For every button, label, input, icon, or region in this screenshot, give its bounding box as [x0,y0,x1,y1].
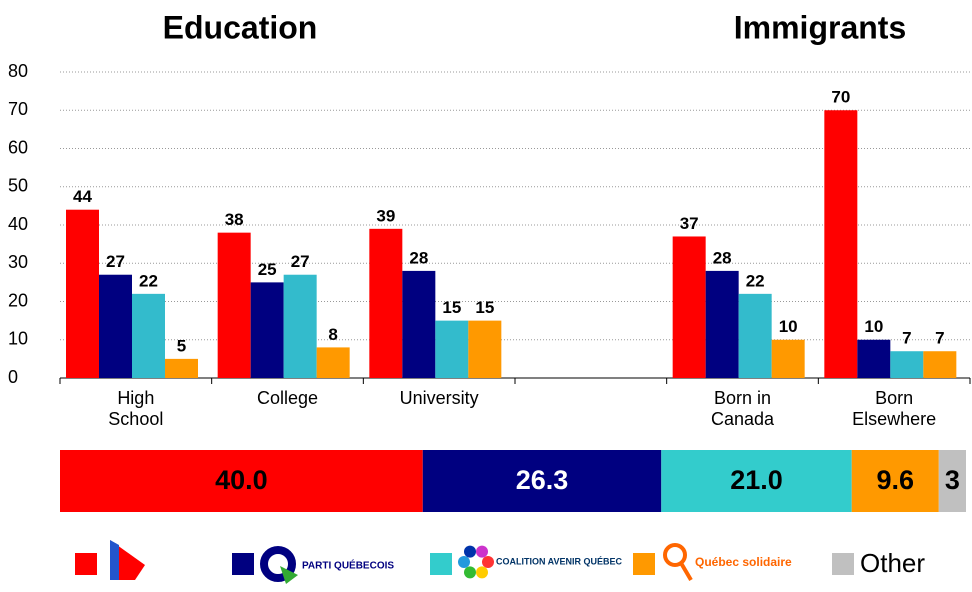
data-label: 22 [139,271,158,290]
legend-swatch [832,553,854,575]
bar [771,339,805,378]
data-label: 27 [291,252,310,271]
x-tick-label: College [256,388,319,408]
logo [458,556,470,568]
data-label: 7 [935,329,944,348]
y-tick-label: 50 [8,176,28,196]
segment-label: 21.0 [730,465,783,495]
data-label: 7 [902,329,911,348]
legend-swatch [430,553,452,575]
logo [476,566,488,579]
bar [468,320,502,378]
stack-segment [60,450,423,512]
x-tick-label: Born Elsewhere [852,388,937,429]
logo [663,543,687,567]
bar [857,339,891,378]
bar [402,270,436,378]
y-tick-label: 70 [8,99,28,119]
logo [476,545,488,558]
segment-label: 26.3 [516,465,569,495]
bar [369,228,403,378]
data-label: 28 [409,248,428,267]
y-tick-label: 30 [8,252,28,272]
y-tick-label: 80 [8,61,28,81]
bar [250,282,284,378]
segment-label: 9.6 [876,465,914,495]
bar [217,232,251,378]
stack-segment [938,450,966,512]
data-label: 70 [831,88,850,107]
logo [482,556,494,568]
data-label: 25 [258,260,277,279]
data-label: 37 [680,214,699,233]
y-tick-label: 60 [8,137,28,157]
bar [672,236,706,378]
data-label: 44 [73,187,92,206]
x-tick-label: High School [108,388,164,429]
x-tick-label: University [399,388,479,408]
bar [824,110,858,378]
legend-label: Québec solidaire [695,555,792,569]
y-tick-label: 20 [8,290,28,310]
data-label: 5 [177,336,186,355]
data-label: 27 [106,252,125,271]
section-title: Immigrants [734,9,906,45]
logo [464,566,476,579]
logo [260,546,296,582]
y-tick-label: 10 [8,329,28,349]
data-label: 15 [475,298,494,317]
data-label: 8 [328,325,337,344]
bar [66,209,99,378]
bar [283,274,317,378]
logo [679,561,693,582]
x-tick-label: Born in Canada [710,388,775,429]
logo [464,545,476,558]
y-tick-label: 40 [8,214,28,234]
legend-swatch [633,553,655,575]
bar [132,293,165,378]
segment-label: 3 [945,465,960,495]
bar [738,293,772,378]
bar [99,274,132,378]
data-label: 10 [864,317,883,336]
bar [923,351,957,378]
data-label: 39 [376,206,395,225]
bar [165,358,198,378]
segment-label: 40.0 [215,465,268,495]
data-label: 10 [779,317,798,336]
data-label: 28 [713,248,732,267]
data-label: 38 [225,210,244,229]
stack-segment [851,450,939,512]
legend-label: Other [860,548,925,578]
legend-label: COALITION AVENIR QUÉBEC [496,556,623,566]
legend-label: PARTI QUÉBECOIS [302,559,394,572]
legend-swatch [232,553,254,575]
y-tick-label: 0 [8,367,18,387]
logo [280,566,298,584]
bar [705,270,739,378]
legend-swatch [75,553,97,575]
bar [316,347,350,378]
stack-segment [661,450,852,512]
data-label: 15 [442,298,461,317]
data-label: 22 [746,271,765,290]
stack-segment [422,450,662,512]
logo [110,540,119,580]
bar [890,351,924,378]
bar [435,320,469,378]
section-title: Education [163,9,318,45]
